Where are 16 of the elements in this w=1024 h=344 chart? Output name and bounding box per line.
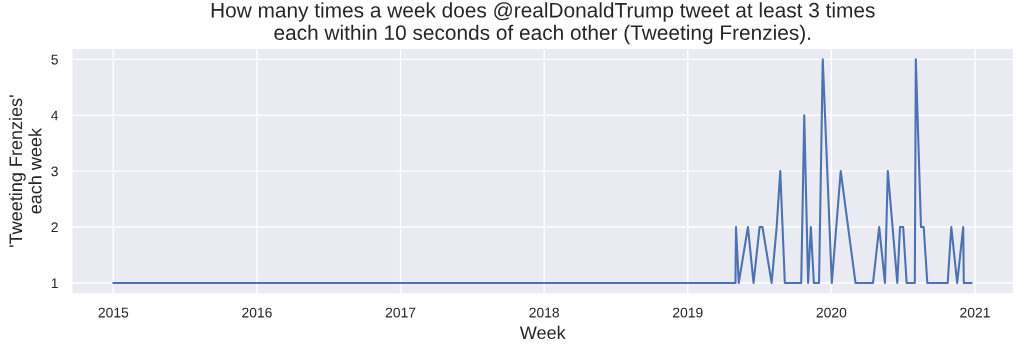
chart-title: How many times a week does @realDonaldTrump tweet at least 3 times each within 10 seconds of each other (Tweeting Frenzies). <box>211 2 875 45</box>
x-tick-label: 2017 <box>385 307 416 318</box>
y-tick-label: 2 <box>51 222 58 233</box>
y-axis-title: 'Tweeting Frenzies' each week <box>8 95 42 247</box>
x-tick-label: 2015 <box>98 307 129 318</box>
y-tick-label: 1 <box>51 278 58 288</box>
x-axis-title: Week <box>519 325 566 340</box>
x-tick-label: 2021 <box>960 307 990 318</box>
x-tick-label: 2019 <box>673 307 703 318</box>
y-tick-label: 5 <box>51 54 58 65</box>
x-tick-label: 2020 <box>816 307 847 318</box>
y-tick-label: 4 <box>51 110 59 121</box>
x-tick-label: 2016 <box>242 307 272 318</box>
x-tick-label: 2018 <box>529 307 559 318</box>
y-tick-label: 3 <box>51 166 58 177</box>
line-series <box>112 58 973 284</box>
